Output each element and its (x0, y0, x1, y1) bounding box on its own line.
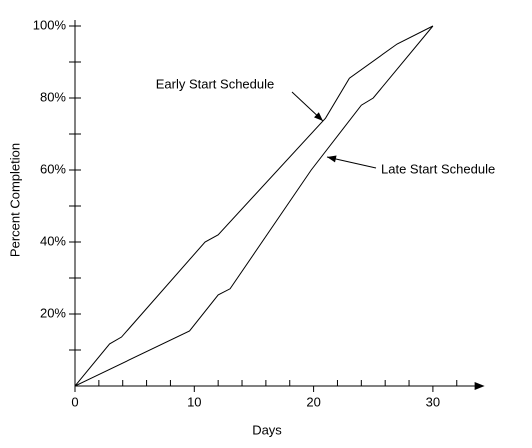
annotation: Late Start Schedule (381, 161, 495, 176)
x-axis-arrow (474, 382, 485, 390)
annotation-arrowhead (327, 155, 337, 163)
y-tick-label: 100% (33, 17, 67, 32)
series-line (74, 25, 434, 387)
x-tick-label: 30 (426, 394, 440, 409)
y-tick-label: 20% (40, 305, 66, 320)
x-tick-label: 20 (306, 394, 320, 409)
x-tick-label: 0 (71, 394, 78, 409)
annotation: Early Start Schedule (156, 76, 275, 91)
series-line (74, 25, 434, 387)
annotation-arrowhead (314, 112, 323, 121)
y-tick-label: 40% (40, 233, 66, 248)
y-tick-label: 80% (40, 89, 66, 104)
y-tick-label: 60% (40, 161, 66, 176)
y-axis-label: Percent Completion (7, 143, 22, 257)
x-tick-label: 10 (187, 394, 201, 409)
x-axis-label: Days (252, 422, 282, 437)
